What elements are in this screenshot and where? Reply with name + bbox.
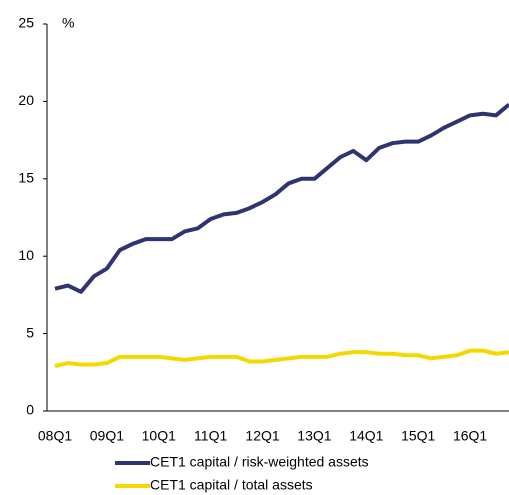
x-tick-label: 08Q1 xyxy=(38,428,72,444)
x-tick-label: 14Q1 xyxy=(349,428,383,444)
data-line xyxy=(54,348,509,369)
legend-label: CET1 capital / risk-weighted assets xyxy=(150,454,369,470)
x-tick-label: 12Q1 xyxy=(245,428,279,444)
y-tick-label: 0 xyxy=(26,402,34,418)
y-tick-label: 15 xyxy=(18,170,34,186)
x-tick-label: 16Q1 xyxy=(453,428,487,444)
unit-label: % xyxy=(62,15,74,31)
data-line xyxy=(54,102,509,294)
y-tick-label: 10 xyxy=(18,247,34,263)
x-tick-label: 11Q1 xyxy=(194,428,227,444)
y-tick-label: 25 xyxy=(18,15,34,31)
x-tick-label: 09Q1 xyxy=(90,428,124,444)
x-tick-label: 15Q1 xyxy=(401,428,435,444)
x-tick-label: 13Q1 xyxy=(297,428,331,444)
y-tick-label: 20 xyxy=(18,92,34,108)
x-tick-label: 10Q1 xyxy=(142,428,176,444)
y-tick-label: 5 xyxy=(26,324,34,340)
legend-label: CET1 capital / total assets xyxy=(150,477,313,493)
